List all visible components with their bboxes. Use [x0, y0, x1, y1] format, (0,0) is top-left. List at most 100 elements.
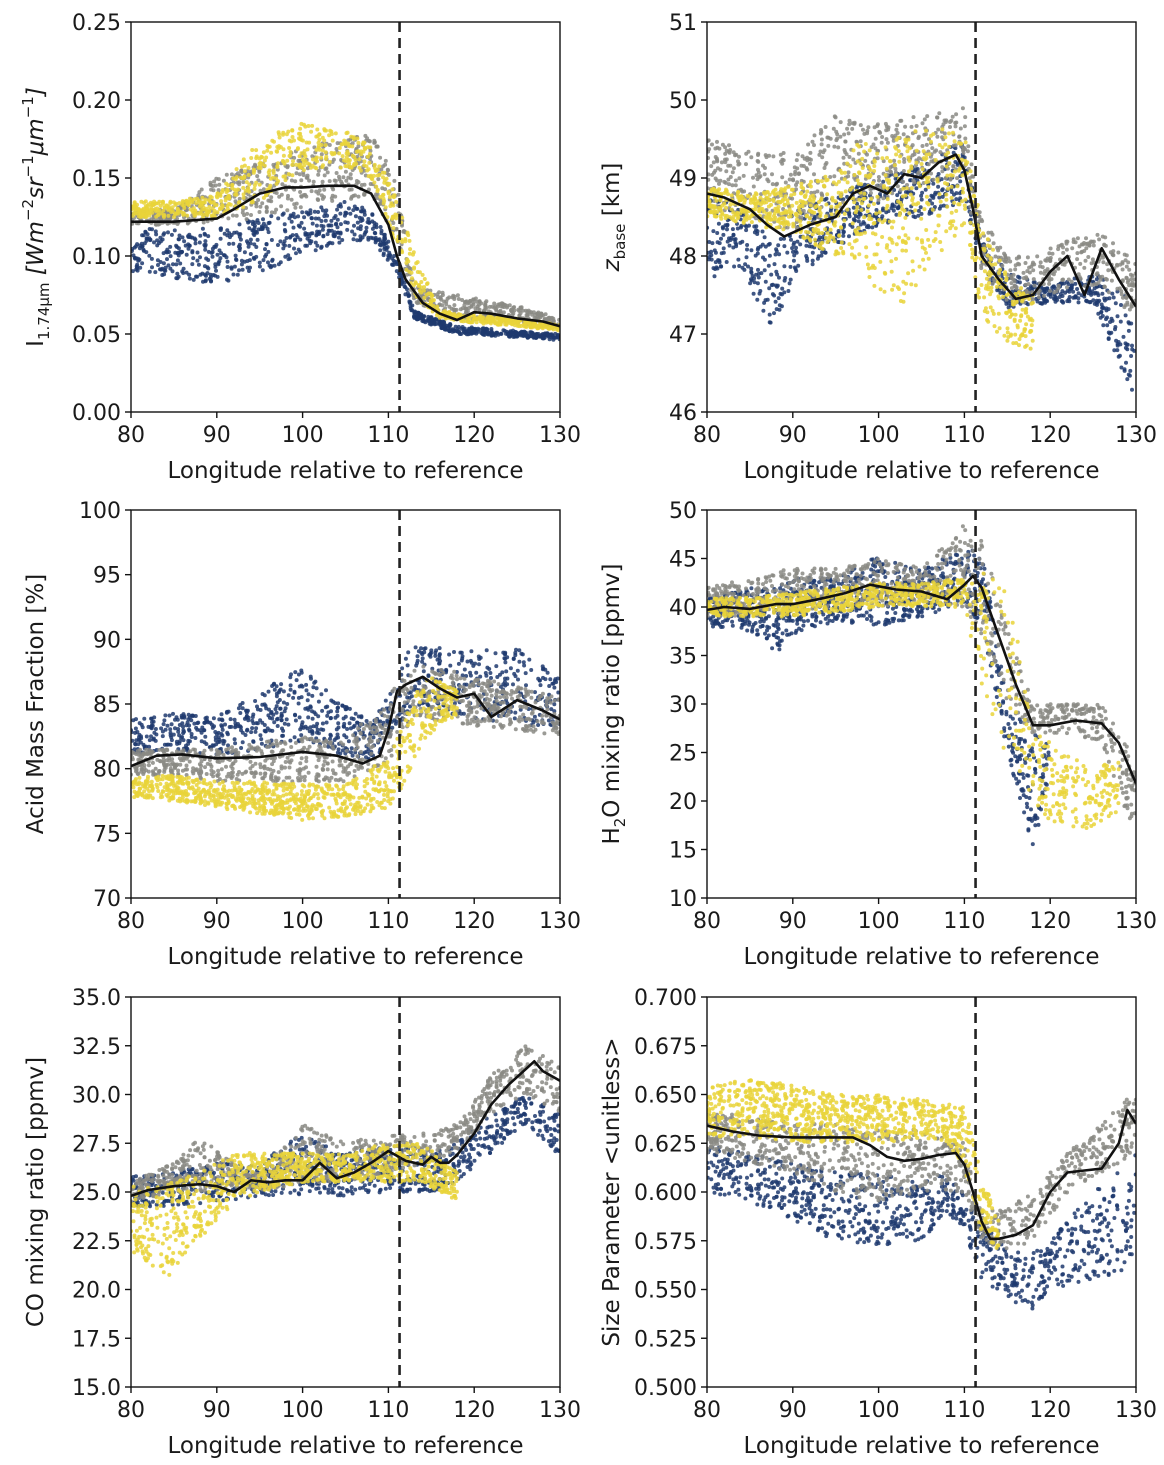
- scatter-point: [190, 262, 195, 267]
- scatter-point: [866, 225, 871, 230]
- scatter-point: [165, 257, 169, 262]
- scatter-point: [944, 192, 949, 197]
- scatter-point: [776, 204, 781, 209]
- scatter-point: [234, 257, 238, 262]
- scatter-point: [270, 138, 275, 143]
- scatter-point: [350, 153, 355, 158]
- scatter-point: [722, 191, 727, 195]
- scatter-point: [866, 203, 871, 208]
- scatter-point: [449, 306, 454, 311]
- scatter-point: [876, 175, 881, 179]
- scatter-point: [429, 317, 434, 322]
- scatter-point: [876, 198, 881, 203]
- scatter-point: [405, 257, 410, 262]
- scatter-point: [1106, 307, 1111, 312]
- scatter-point: [141, 233, 146, 238]
- scatter-point: [242, 174, 247, 179]
- scatter-point: [408, 300, 413, 305]
- scatter-point: [498, 321, 503, 326]
- scatter-point: [707, 138, 711, 143]
- scatter-point: [1101, 260, 1106, 265]
- plot-area: [707, 106, 1136, 392]
- scatter-point: [767, 153, 772, 158]
- scatter-point: [1076, 272, 1081, 277]
- scatter-point: [523, 322, 528, 327]
- scatter-point: [788, 264, 793, 269]
- scatter-point: [858, 139, 863, 144]
- scatter-point: [175, 258, 180, 263]
- scatter-point: [219, 206, 224, 211]
- scatter-point: [254, 204, 259, 209]
- scatter-point: [958, 196, 963, 201]
- scatter-point: [294, 171, 299, 176]
- scatter-point: [408, 247, 413, 252]
- scatter-point: [736, 257, 741, 262]
- scatter-point: [770, 282, 775, 287]
- scatter-point: [171, 262, 175, 267]
- scatter-point: [902, 157, 907, 161]
- scatter-point: [177, 233, 182, 238]
- scatter-point: [847, 242, 852, 247]
- scatter-point: [1000, 263, 1005, 268]
- scatter-point: [471, 318, 476, 323]
- scatter-point: [753, 191, 758, 196]
- scatter-point: [166, 213, 171, 218]
- scatter-point: [942, 131, 947, 136]
- scatter-point: [765, 297, 770, 302]
- scatter-point: [1130, 343, 1134, 348]
- scatter-point: [321, 234, 326, 239]
- scatter-point: [1084, 246, 1089, 251]
- scatter-point: [777, 252, 782, 257]
- scatter-point: [200, 200, 205, 205]
- scatter-point: [1128, 368, 1133, 373]
- scatter-point: [246, 244, 251, 249]
- scatter-point: [779, 304, 784, 309]
- scatter-point: [498, 309, 503, 314]
- scatter-point: [182, 239, 187, 244]
- scatter-point: [990, 232, 995, 237]
- scatter-point: [296, 223, 301, 228]
- scatter-point: [1031, 268, 1036, 273]
- scatter-point: [197, 240, 202, 245]
- scatter-point: [246, 188, 250, 193]
- scatter-point: [789, 237, 793, 242]
- scatter-point: [910, 143, 915, 148]
- scatter-point: [1052, 269, 1057, 274]
- scatter-point: [945, 173, 950, 178]
- scatter-point: [847, 122, 852, 127]
- scatter-point: [709, 164, 714, 169]
- scatter-point: [743, 262, 748, 267]
- scatter-point: [914, 160, 919, 165]
- scatter-point: [355, 206, 360, 211]
- scatter-point: [344, 131, 349, 136]
- scatter-point: [852, 200, 857, 205]
- scatter-point: [380, 186, 385, 191]
- scatter-point: [178, 261, 183, 266]
- scatter-point: [892, 204, 897, 209]
- scatter-point: [1114, 338, 1119, 343]
- scatter-point: [767, 286, 772, 291]
- scatter-point: [878, 185, 883, 190]
- scatter-point: [979, 283, 984, 287]
- scatter-point: [262, 163, 267, 168]
- scatter-point: [914, 124, 919, 128]
- scatter-point: [551, 337, 556, 342]
- scatter-point: [340, 238, 345, 242]
- scatter-point: [931, 195, 936, 200]
- scatter-point: [193, 237, 198, 242]
- scatter-point: [309, 216, 314, 221]
- scatter-point: [843, 189, 848, 194]
- scatter-point: [332, 151, 337, 156]
- scatter-point: [392, 178, 397, 183]
- scatter-point: [286, 193, 290, 198]
- scatter-point: [356, 149, 361, 154]
- scatter-point: [902, 159, 907, 164]
- scatter-point: [905, 190, 910, 195]
- scatter-point: [746, 264, 750, 269]
- scatter-point: [359, 183, 364, 187]
- scatter-point: [412, 311, 417, 316]
- scatter-point: [132, 200, 137, 205]
- scatter-point: [237, 200, 242, 204]
- scatter-point: [786, 289, 791, 293]
- scatter-point: [1065, 285, 1069, 290]
